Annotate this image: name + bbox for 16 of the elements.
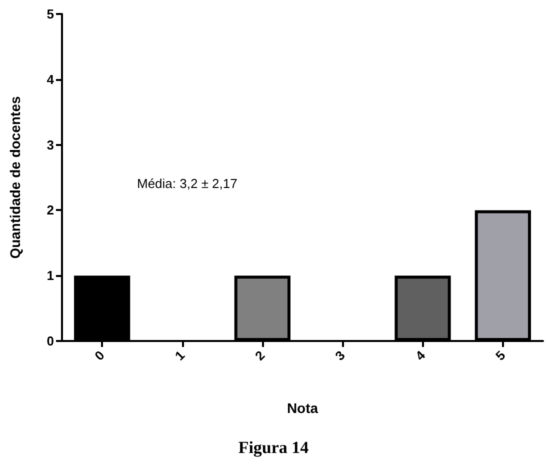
x-tick-label: 3 [332,348,348,364]
x-tick-label: 5 [492,348,508,364]
x-tick-label: 2 [252,348,268,364]
annotation: Média: 3,2 ± 2,17 [137,176,238,191]
y-tick-label: 2 [46,202,54,218]
y-tick-label: 1 [46,268,54,284]
y-tick-label: 0 [46,334,54,348]
y-axis-title: Quantidade de docentes [7,96,23,259]
x-tick-label: 0 [92,348,108,364]
x-tick-label: 4 [412,347,429,364]
y-tick-label: 5 [46,6,54,22]
x-axis-title: Nota [286,400,318,416]
text: Figura 14 [238,438,310,457]
y-tick-label: 3 [46,137,54,152]
x-tick-label: 1 [172,348,188,364]
y-tick-label: 4 [46,72,55,87]
